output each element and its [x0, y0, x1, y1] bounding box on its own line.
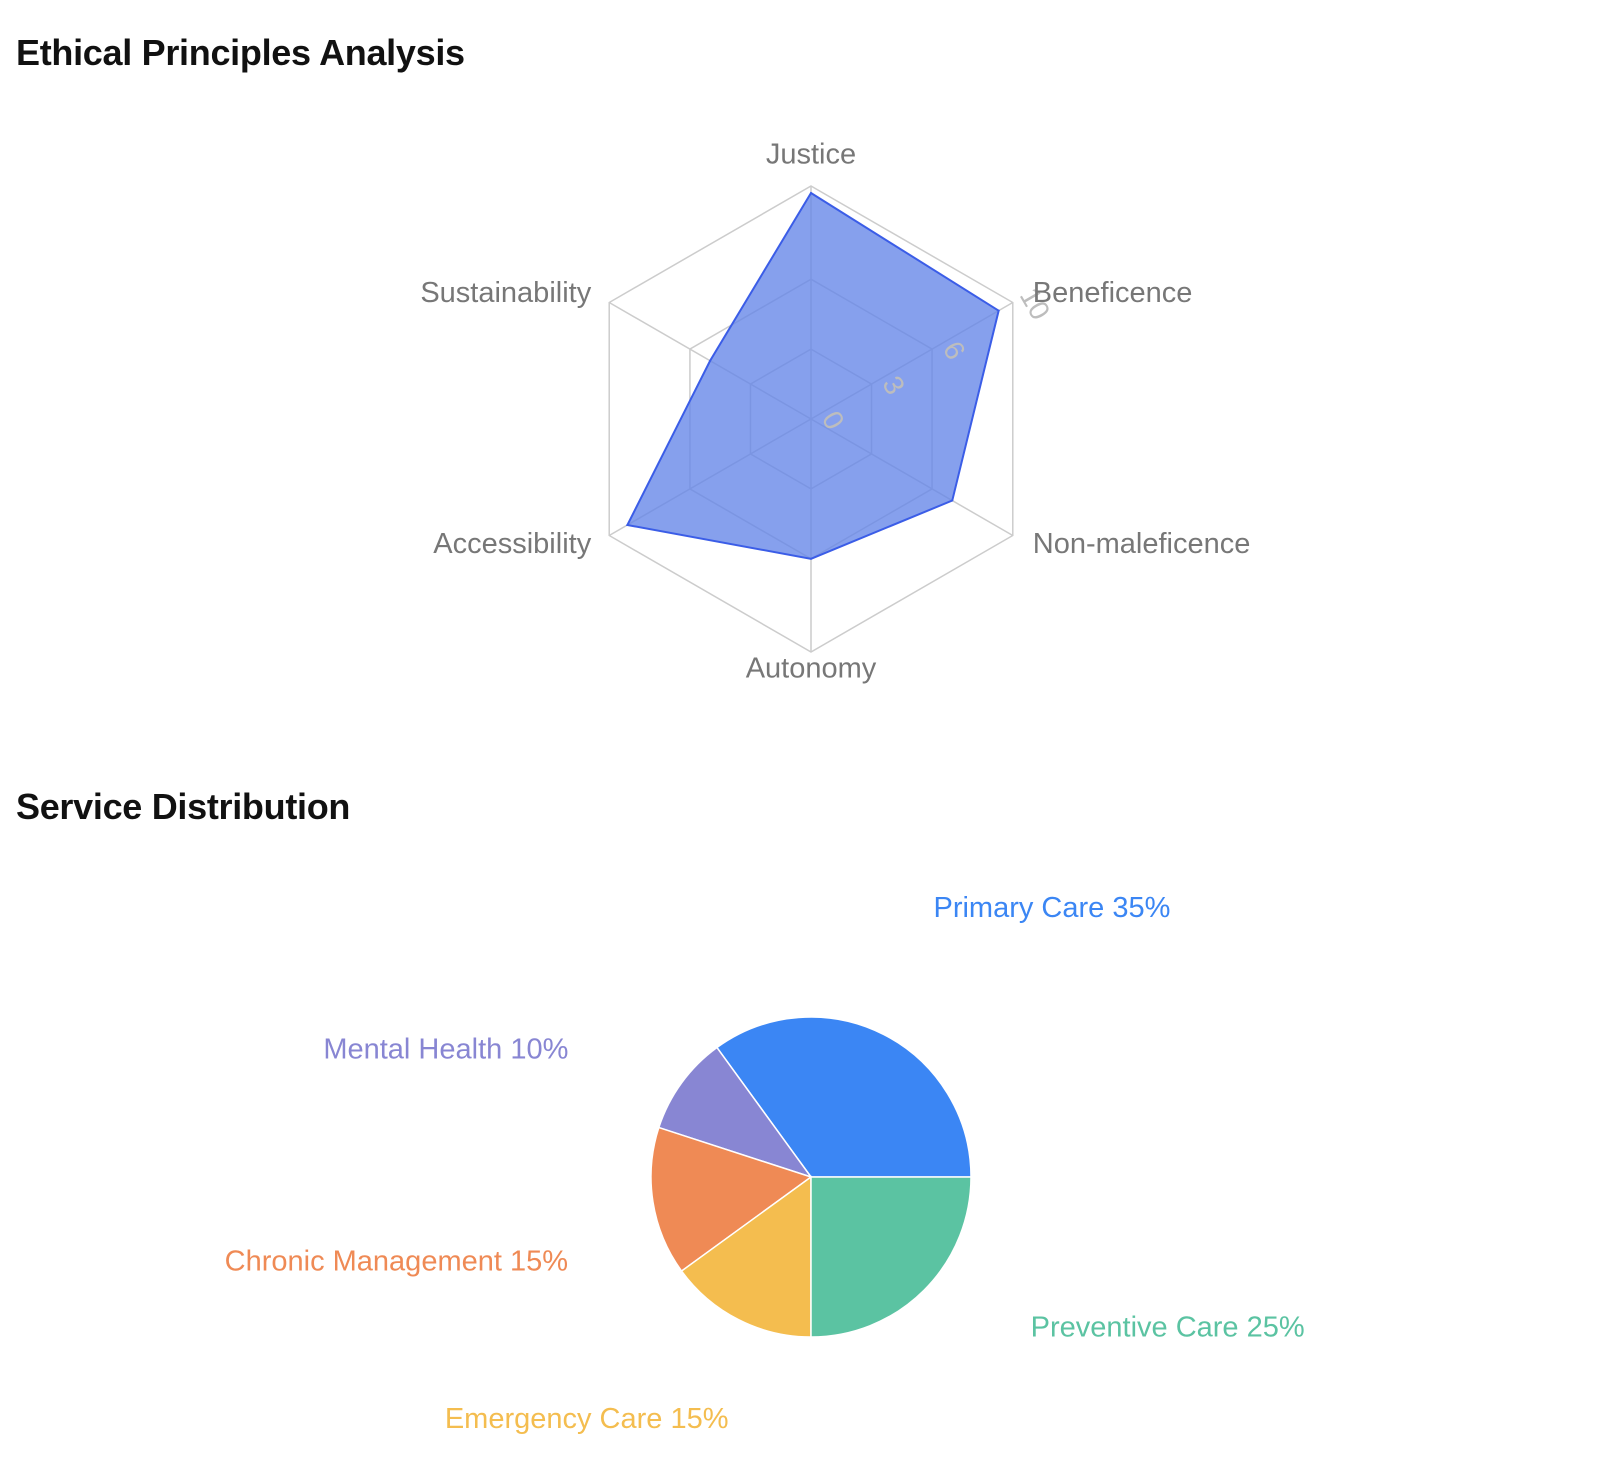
radar-axis-label: Justice	[766, 139, 856, 171]
pie-slice	[715, 1016, 972, 1178]
pie-chart: Primary Care 35% Mental Health 10% Chronic…	[225, 892, 1305, 1435]
radar-axis-label: Beneficence	[1033, 277, 1193, 309]
radar-chart: 03610JusticeBeneficenceNon-maleficenceAu…	[420, 139, 1251, 685]
radar-data-area	[625, 191, 1000, 560]
radar-data-point	[626, 524, 629, 527]
radar-data-point	[810, 191, 812, 194]
radar-axis-label: Non-maleficence	[1033, 528, 1251, 560]
radar-data-point	[951, 499, 954, 502]
pie-slice	[680, 1175, 812, 1338]
radar-axis-label: Accessibility	[433, 528, 591, 560]
pie-slice	[657, 1046, 813, 1179]
pie-slice-label: Preventive Care 25%	[1031, 1312, 1305, 1344]
pie-slice-label: Emergency Care 15%	[445, 1403, 729, 1435]
pie-slice-label: Mental Health 10%	[323, 1033, 568, 1065]
radar-data-point	[709, 359, 712, 362]
radar-chart-title: Ethical Principles Analysis	[16, 32, 465, 73]
radar-data-point	[810, 557, 812, 560]
radar-axis-label: Autonomy	[746, 653, 877, 685]
pie-slice	[810, 1176, 972, 1338]
radar-data-point	[997, 309, 1000, 312]
pie-slice-label: Primary Care 35%	[933, 892, 1170, 924]
pie-slice	[650, 1126, 813, 1273]
pie-chart-title: Service Distribution	[16, 786, 351, 827]
radar-axis-label: Sustainability	[420, 277, 591, 309]
pie-slice-label: Chronic Management 15%	[225, 1245, 568, 1277]
